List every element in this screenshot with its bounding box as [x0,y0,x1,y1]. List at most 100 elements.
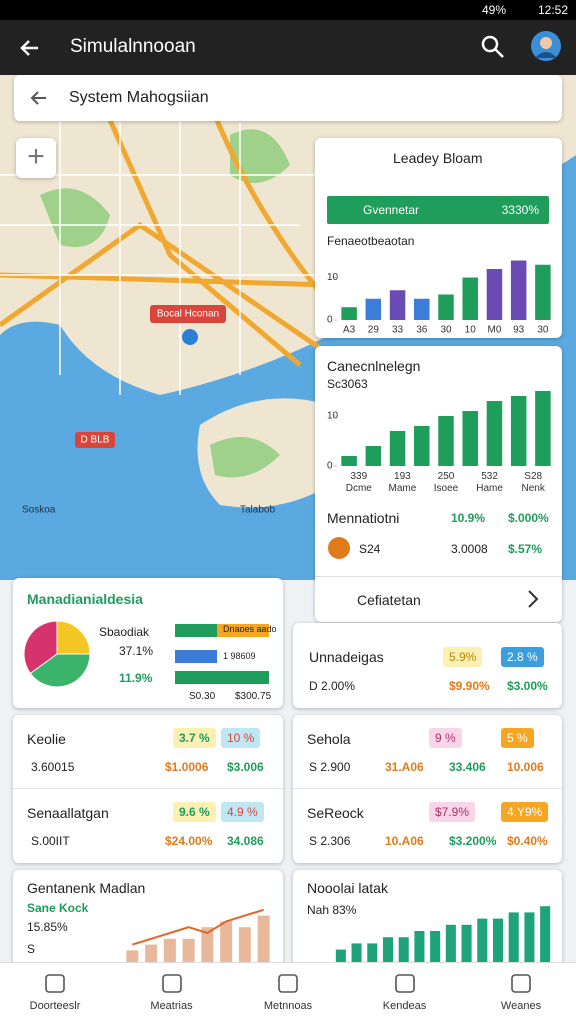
progress-fill [175,624,217,637]
map-label: Bocal Hconan [157,309,219,320]
map-label: D BLB [81,435,110,446]
app-title: Simulalnnooan [70,36,196,57]
panel-title: Leadey Bloam [393,150,483,166]
back-button[interactable] [18,36,42,60]
status-bar: 49% 12:52 [0,0,576,20]
y-tick-label: 0 [327,315,333,326]
icon [328,537,350,559]
value: $1.0006 [165,760,209,774]
bar [145,944,158,962]
avatar[interactable] [530,30,562,62]
progress-label: 1 98609 [223,651,256,661]
row-label: Sehola [307,731,351,747]
bar [535,391,551,466]
bar [220,921,233,962]
card-subtitle: Sane Kock [27,901,89,915]
nav-icon[interactable] [43,971,67,995]
x-tick-label: 29 [368,325,380,336]
nav-icon-shape [45,974,65,993]
badge: $7.9% [429,802,476,822]
map-label: Talabob [240,505,275,516]
legend-value: 37.1% [119,644,154,658]
x-tick-label: 532 Hame [476,471,503,494]
nav-icon-shape [511,974,531,993]
bar [163,938,176,962]
bar [341,307,357,320]
y-tick-label: 10 [327,272,339,283]
chevron[interactable] [523,588,543,610]
row-label: Keolie [27,731,66,747]
x-tick-label: M0 [487,325,501,336]
value: $3.006 [227,760,264,774]
back-icon [30,91,46,105]
card-title: Manadianialdesia [27,591,143,607]
card-bottom-left: Gentanenk Madlan Sane Kock 15.85% S [13,870,283,970]
badge: 2.8 % [501,647,544,667]
value: $3.200% [449,834,497,848]
bar [462,277,478,320]
card-value: 15.85% [27,920,68,934]
search-button[interactable] [480,34,506,60]
row-label: SeReock [307,805,364,821]
x-tick-label: 30 [537,325,549,336]
search-box[interactable]: System Mahogsiian [14,75,562,121]
card-pie: Manadianialdesia Sbaodiak 37.1% 11.9% Dn… [13,578,283,708]
nav-icon[interactable] [509,971,533,995]
divider [13,788,283,789]
legend-value: 11.9% [119,671,153,685]
search-text: System Mahogsiian [69,89,209,106]
bar [365,298,382,320]
bar [414,298,430,320]
x-tick-label: A3 [343,325,356,336]
zoom-in[interactable]: + [16,138,56,178]
bar [438,416,454,466]
card-title: Unnadeigas [309,649,384,665]
legend-label: Sbaodiak [99,625,150,639]
bar [462,411,478,466]
card-rows-right: Sehola 9 % 5 % S 2.900 31.A06 33.406 10.006 SeR… [293,715,562,863]
bar [508,912,519,962]
chart: 10 0 A3 29 33 36 30 10 M0 93 30 [327,260,551,336]
banner-value: 3330% [501,203,539,217]
nav-label: Kendeas [382,1000,427,1012]
row-value: $.000% [508,511,549,525]
progress [175,650,217,663]
value: 33.406 [449,760,486,774]
nav-icon[interactable] [276,971,300,995]
nav-icon[interactable] [393,971,417,995]
bar [341,456,357,466]
bar [398,937,409,962]
bar [477,918,488,962]
foot-value: S0.30 [189,691,216,702]
x-tick-label: S28 Nenk [522,471,546,494]
bar [389,431,406,466]
bar [335,949,346,962]
bar [430,931,441,962]
bar [351,943,362,962]
bar [382,937,394,962]
y-tick-label: 0 [327,461,333,472]
nav-icon[interactable] [160,971,184,995]
chart-title: Fenaeotbeaotan [327,234,415,248]
banner-label: Gvennetar [363,203,420,217]
bar [201,927,214,962]
row-value: 3.0008 [451,542,488,556]
value: 10.A06 [385,834,424,848]
card-title: Gentanenk Madlan [27,880,146,896]
row-label: Mennatiotni [327,510,400,526]
bar [461,924,472,962]
row-value: $.57% [508,542,543,556]
value: 31.A06 [385,760,424,774]
bar [126,950,139,962]
x-tick-label: 339 Dcme [346,471,373,494]
panel-mid: Canecnlnelegn Sc3063 10 0 339 Dcme 193 Mame 25… [315,346,562,622]
bar [445,924,456,962]
banner: Gvennetar 3330% [327,196,549,224]
row-label: Senaallatgan [27,805,109,821]
nav-label: Doorteeslr [29,1000,81,1012]
x-tick-label: 33 [392,325,404,336]
bar [524,912,535,962]
card-title: Nooolai latak [307,880,388,896]
badge: 5 % [501,728,534,748]
